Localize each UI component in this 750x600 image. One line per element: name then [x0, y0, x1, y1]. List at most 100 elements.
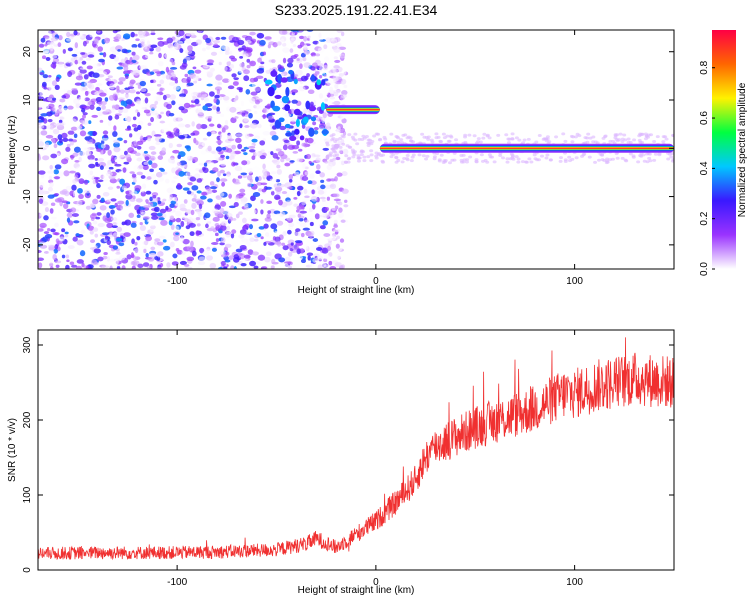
noise-blob: [207, 59, 215, 64]
noise-blob: [139, 222, 143, 226]
noise-blob: [185, 35, 190, 39]
noise-blob: [286, 62, 293, 68]
noise-blob: [338, 46, 347, 51]
noise-blob: [191, 250, 197, 257]
noise-blob: [336, 30, 343, 34]
haze-blob: [353, 132, 358, 136]
noise-blob: [60, 178, 67, 185]
noise-blob: [139, 80, 147, 87]
spectrogram-marks: [38, 30, 674, 269]
noise-blob: [294, 231, 301, 237]
noise-blob: [322, 147, 329, 151]
transition-blob: [321, 129, 329, 135]
noise-blob: [64, 190, 70, 197]
haze-blob: [334, 153, 339, 157]
noise-blob: [130, 153, 136, 160]
noise-blob: [251, 218, 259, 222]
noise-blob: [333, 56, 338, 60]
noise-blob: [216, 88, 221, 95]
noise-blob: [298, 215, 305, 219]
haze-blob: [382, 135, 387, 139]
noise-blob: [265, 186, 273, 190]
noise-blob: [225, 155, 230, 160]
noise-blob: [168, 82, 176, 86]
haze-blob: [586, 132, 591, 136]
noise-blob: [96, 106, 102, 112]
noise-blob: [229, 63, 235, 70]
haze-blob: [447, 139, 452, 143]
haze-blob: [394, 155, 399, 159]
noise-blob: [136, 145, 142, 150]
colorbar-tick-label: 0.2: [699, 211, 710, 225]
noise-blob: [140, 175, 146, 179]
noise-blob: [179, 260, 187, 265]
noise-blob: [233, 181, 241, 185]
noise-blob: [244, 133, 250, 139]
noise-blob: [216, 106, 220, 113]
noise-blob: [125, 128, 132, 131]
noise-blob: [96, 194, 101, 199]
noise-blob: [62, 137, 69, 142]
noise-blob: [113, 139, 120, 144]
noise-blob: [246, 167, 254, 174]
noise-blob: [205, 255, 214, 261]
noise-blob: [104, 108, 109, 113]
noise-blob: [127, 61, 134, 65]
noise-blob: [108, 115, 113, 121]
y-tick-label: 100: [22, 486, 33, 503]
haze-blob: [356, 156, 361, 160]
noise-blob: [198, 146, 203, 150]
y-tick-label: -10: [22, 189, 33, 204]
noise-blob: [42, 155, 50, 161]
noise-blob: [231, 161, 236, 167]
y-tick-label: 0: [22, 567, 33, 573]
noise-blob: [117, 81, 124, 85]
noise-blob: [92, 227, 99, 232]
noise-blob: [228, 216, 233, 222]
noise-blob: [87, 80, 94, 84]
noise-blob: [70, 62, 75, 67]
noise-blob: [38, 141, 45, 147]
haze-blob: [640, 141, 645, 145]
noise-blob: [320, 179, 325, 183]
noise-blob: [256, 68, 265, 74]
noise-blob: [280, 157, 285, 163]
noise-blob: [49, 42, 56, 46]
noise-blob: [93, 38, 98, 44]
noise-blob: [206, 131, 212, 137]
noise-blob: [149, 51, 154, 55]
noise-blob: [316, 247, 323, 251]
noise-blob: [205, 151, 211, 157]
noise-blob: [145, 190, 152, 195]
noise-blob: [277, 183, 286, 188]
noise-blob: [324, 98, 329, 102]
noise-blob: [292, 44, 297, 48]
haze-blob: [536, 158, 541, 162]
noise-blob: [254, 86, 261, 92]
noise-blob: [136, 171, 143, 176]
noise-blob: [225, 231, 231, 238]
noise-blob: [267, 44, 272, 49]
noise-blob: [275, 196, 281, 200]
transition-blob: [274, 94, 282, 100]
noise-blob: [270, 265, 275, 269]
noise-blob: [44, 233, 53, 239]
noise-blob: [340, 219, 346, 223]
noise-blob: [78, 156, 82, 163]
noise-blob: [52, 254, 57, 261]
noise-blob: [112, 131, 118, 137]
noise-blob: [277, 150, 285, 157]
noise-blob: [49, 208, 54, 214]
noise-blob: [55, 238, 60, 244]
noise-blob: [175, 217, 182, 223]
noise-blob: [178, 106, 185, 111]
haze-blob: [655, 135, 660, 139]
noise-blob: [203, 162, 208, 167]
noise-blob: [241, 160, 248, 166]
haze-blob: [361, 150, 366, 154]
noise-blob: [253, 110, 258, 115]
noise-blob: [255, 157, 260, 161]
noise-blob: [100, 100, 107, 106]
noise-blob: [239, 56, 244, 59]
noise-blob: [281, 191, 288, 195]
